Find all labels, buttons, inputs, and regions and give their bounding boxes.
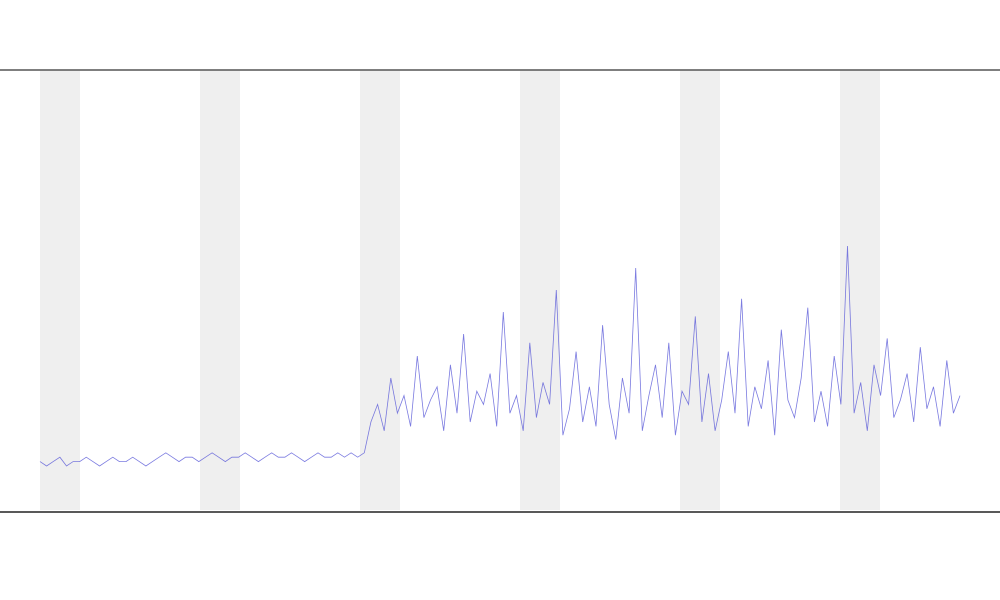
band — [840, 70, 880, 510]
band — [40, 70, 80, 510]
band — [520, 70, 560, 510]
band — [680, 70, 720, 510]
band — [360, 70, 400, 510]
band — [200, 70, 240, 510]
background-bands — [40, 70, 880, 510]
data-line — [39, 245, 961, 467]
